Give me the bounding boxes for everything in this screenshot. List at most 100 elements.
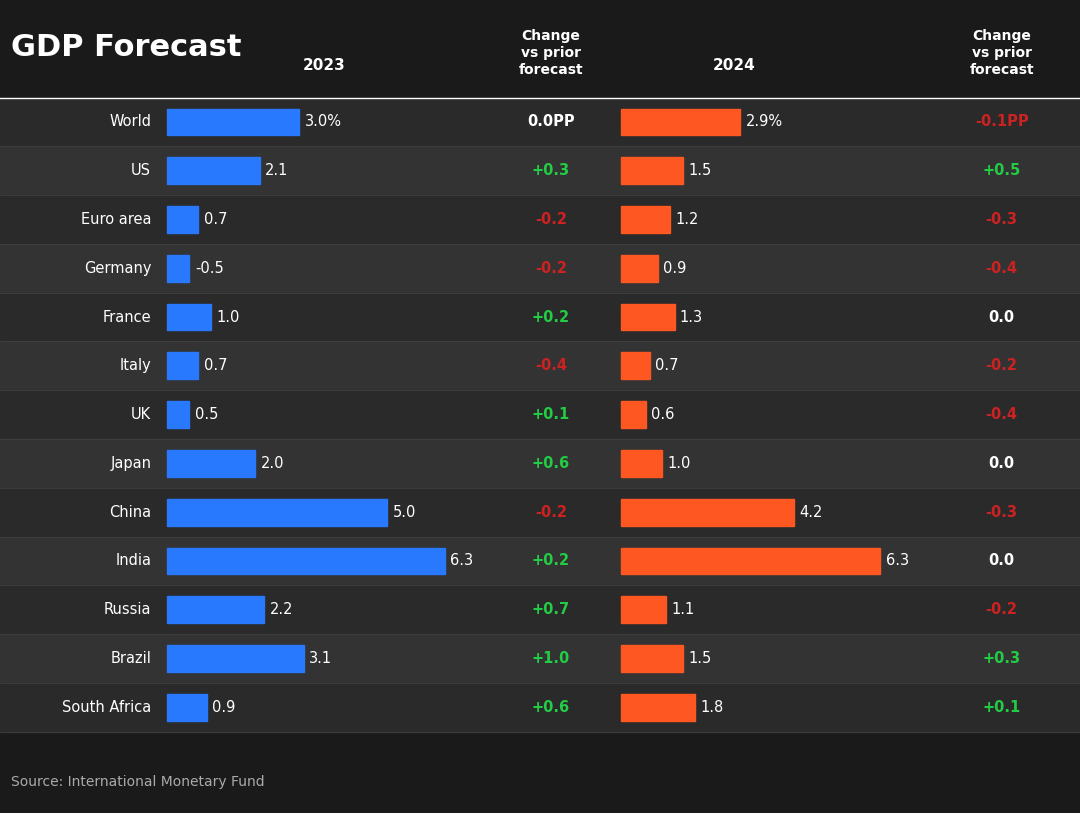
Text: -0.2: -0.2 [535, 505, 567, 520]
Bar [0, 293, 1080, 341]
Bar [167, 352, 199, 379]
Bar [621, 548, 880, 575]
Bar [0, 488, 1080, 537]
Text: -0.5: -0.5 [194, 261, 224, 276]
Text: 0.0: 0.0 [988, 554, 1015, 568]
Bar [0, 98, 1080, 146]
Bar [621, 303, 675, 330]
Text: +1.0: +1.0 [531, 651, 570, 666]
Text: 2.9%: 2.9% [746, 115, 783, 129]
Bar [621, 108, 741, 135]
Text: -0.3: -0.3 [986, 505, 1017, 520]
Text: 1.5: 1.5 [688, 163, 712, 178]
Text: Euro area: Euro area [81, 212, 151, 227]
Text: Change
vs prior
forecast: Change vs prior forecast [518, 28, 583, 77]
Bar [167, 694, 207, 721]
Text: 2.2: 2.2 [270, 602, 293, 617]
Text: Germany: Germany [83, 261, 151, 276]
Text: 1.0: 1.0 [217, 310, 240, 324]
Bar [621, 694, 696, 721]
Text: -0.2: -0.2 [986, 602, 1017, 617]
Text: 0.5: 0.5 [194, 407, 218, 422]
Text: 1.1: 1.1 [672, 602, 694, 617]
Bar [621, 157, 683, 184]
Text: 0.0PP: 0.0PP [527, 115, 575, 129]
Bar [621, 597, 666, 624]
Text: 3.0%: 3.0% [305, 115, 341, 129]
Text: +0.2: +0.2 [531, 554, 570, 568]
Bar [0, 537, 1080, 585]
Bar [621, 402, 646, 428]
Text: Japan: Japan [110, 456, 151, 471]
Text: 0.0: 0.0 [988, 456, 1015, 471]
Text: France: France [103, 310, 151, 324]
Bar [167, 498, 388, 526]
Text: Change
vs prior
forecast: Change vs prior forecast [970, 28, 1034, 77]
Text: 6.3: 6.3 [886, 554, 909, 568]
Text: 6.3: 6.3 [450, 554, 473, 568]
Text: 0.7: 0.7 [204, 359, 227, 373]
Bar [621, 498, 794, 526]
Text: 2.0: 2.0 [260, 456, 284, 471]
Text: GDP Forecast: GDP Forecast [11, 33, 241, 62]
Bar [621, 450, 662, 476]
Bar [0, 341, 1080, 390]
Text: 0.7: 0.7 [656, 359, 678, 373]
Text: Source: International Monetary Fund: Source: International Monetary Fund [11, 775, 265, 789]
Text: +0.1: +0.1 [983, 700, 1021, 715]
Bar [167, 157, 260, 184]
Bar [621, 254, 658, 281]
Text: 2.1: 2.1 [266, 163, 288, 178]
Bar [167, 108, 299, 135]
Text: +0.3: +0.3 [531, 163, 570, 178]
Text: 1.2: 1.2 [676, 212, 699, 227]
Text: 5.0: 5.0 [393, 505, 416, 520]
Bar [167, 402, 189, 428]
Bar [0, 683, 1080, 732]
Text: Italy: Italy [120, 359, 151, 373]
Bar [621, 646, 683, 672]
Bar [167, 254, 189, 281]
Text: +0.3: +0.3 [983, 651, 1021, 666]
Text: -0.2: -0.2 [535, 212, 567, 227]
Text: World: World [109, 115, 151, 129]
Text: UK: UK [131, 407, 151, 422]
Text: 1.8: 1.8 [701, 700, 724, 715]
Bar [0, 146, 1080, 195]
Text: 0.0: 0.0 [988, 310, 1015, 324]
Bar [621, 352, 650, 379]
Text: US: US [131, 163, 151, 178]
Text: 2023: 2023 [302, 58, 346, 72]
Text: -0.1PP: -0.1PP [975, 115, 1028, 129]
Bar [167, 548, 445, 575]
Text: -0.3: -0.3 [986, 212, 1017, 227]
Text: 0.9: 0.9 [213, 700, 235, 715]
Text: -0.4: -0.4 [986, 407, 1017, 422]
Text: 2024: 2024 [713, 58, 756, 72]
Bar [0, 634, 1080, 683]
Text: South Africa: South Africa [62, 700, 151, 715]
Bar [0, 439, 1080, 488]
Bar [0, 585, 1080, 634]
Text: -0.4: -0.4 [986, 261, 1017, 276]
Text: 1.0: 1.0 [667, 456, 691, 471]
Bar [167, 206, 199, 233]
Bar [0, 244, 1080, 293]
Bar [167, 646, 303, 672]
Bar [0, 195, 1080, 244]
Text: 1.5: 1.5 [688, 651, 712, 666]
Text: +0.1: +0.1 [531, 407, 570, 422]
Text: Brazil: Brazil [110, 651, 151, 666]
Text: Russia: Russia [104, 602, 151, 617]
Bar [167, 450, 255, 476]
Bar [621, 206, 671, 233]
Text: 3.1: 3.1 [309, 651, 333, 666]
Text: 0.6: 0.6 [651, 407, 675, 422]
Text: +0.5: +0.5 [983, 163, 1021, 178]
Text: -0.4: -0.4 [535, 359, 567, 373]
Text: +0.6: +0.6 [531, 456, 570, 471]
Bar [167, 303, 212, 330]
Text: China: China [109, 505, 151, 520]
Text: 4.2: 4.2 [799, 505, 823, 520]
Text: 1.3: 1.3 [680, 310, 703, 324]
